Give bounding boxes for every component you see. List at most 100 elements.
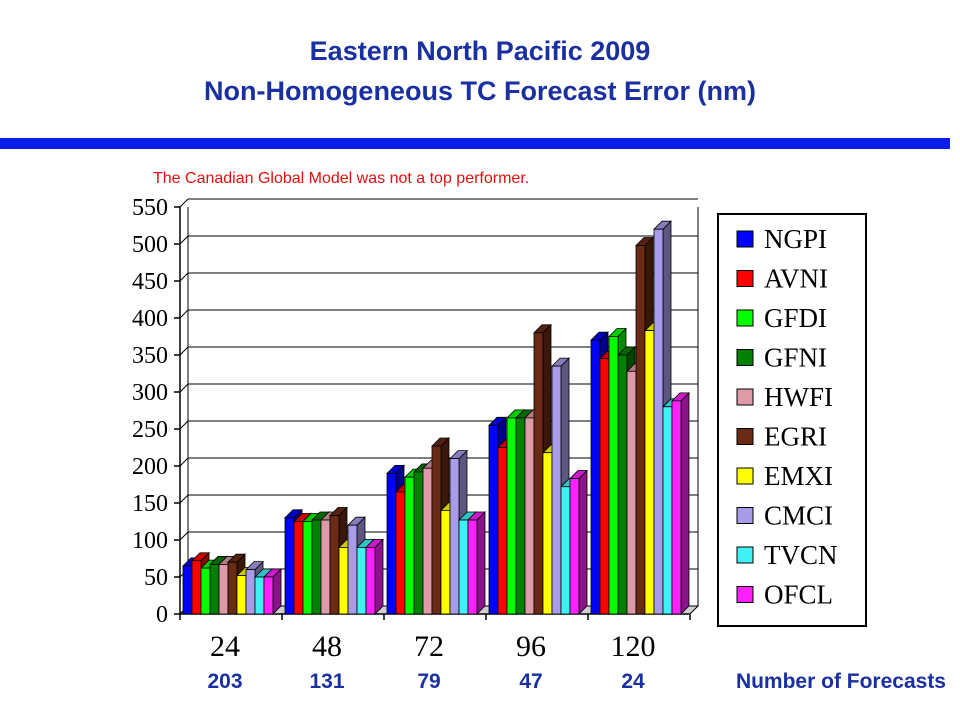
chart-subtitle: The Canadian Global Model was not a top …: [153, 170, 530, 187]
bar-front: [236, 575, 247, 615]
x-tick-label: 72: [414, 630, 444, 663]
bar-front: [245, 569, 256, 615]
gridline-depth: [179, 494, 189, 504]
bar-front: [284, 517, 295, 615]
gridline-depth: [179, 346, 189, 356]
legend-swatch-egri: [736, 428, 754, 445]
bar-front: [644, 330, 655, 615]
legend-swatch-gfdi: [736, 309, 754, 327]
bar-ofcl-96: [569, 469, 588, 615]
gridline-depth: [179, 420, 189, 430]
bar-front: [413, 471, 424, 615]
legend-swatch-cmci: [736, 507, 754, 524]
chart-title-line-1: Eastern North Pacific 2009: [309, 36, 651, 66]
legend-label-cmci: CMCI: [764, 501, 833, 531]
bar-front: [635, 245, 646, 615]
bar-front: [533, 332, 544, 615]
bar-front: [302, 521, 313, 615]
bar-ofcl-72: [467, 511, 486, 615]
bar-ofcl-120: [671, 391, 690, 615]
bar-front: [524, 417, 535, 615]
legend-swatch-ofcl: [736, 586, 754, 603]
bar-ofcl-24: [263, 568, 282, 615]
forecast-count-label: Number of Forecasts: [736, 670, 946, 693]
bar-front: [200, 567, 211, 615]
x-axis-ticks: 24 48 72 96 120: [210, 630, 656, 663]
legend: NGPI AVNI GFDI GFNI HWFI EGRI EMXI CMCI TVCN OFCL: [717, 213, 867, 627]
bar-front: [347, 524, 358, 615]
bar-front: [356, 547, 367, 615]
legend-label-gfdi: GFDI: [764, 303, 827, 333]
bar-side: [680, 391, 690, 615]
gridline-depth: [179, 531, 189, 541]
y-tick-label: 300: [132, 380, 168, 406]
gridline-depth: [179, 309, 189, 319]
x-tick-label: 48: [312, 630, 342, 663]
bar-front: [560, 486, 571, 615]
bar-front: [227, 561, 238, 615]
bar-side: [476, 511, 486, 615]
bar-front: [653, 228, 664, 615]
legend-swatch-hwfi: [736, 388, 754, 406]
bar-front: [515, 417, 526, 615]
bar-side: [578, 469, 588, 615]
bar-front: [506, 417, 517, 615]
forecast-count: 203: [207, 670, 242, 693]
bar-front: [449, 458, 460, 615]
gridline-depth: [179, 235, 189, 245]
bar-ofcl-48: [365, 538, 384, 615]
legend-label-ofcl: OFCL: [764, 580, 833, 610]
bar-front: [422, 467, 433, 615]
y-tick-label: 350: [132, 343, 168, 369]
bar-front: [263, 576, 274, 615]
chart-title-line-2: Non-Homogeneous TC Forecast Error (nm): [203, 76, 757, 106]
forecast-count: 131: [309, 670, 344, 693]
legend-label-avni: AVNI: [764, 264, 828, 294]
bar-front: [311, 519, 322, 615]
bar-front: [293, 521, 304, 615]
bar-front: [254, 576, 265, 615]
legend-label-tvcn: TVCN: [764, 540, 838, 570]
bar-front: [671, 400, 682, 615]
y-tick-label: 400: [132, 306, 168, 332]
bar-front: [599, 358, 610, 615]
gridline-depth: [179, 198, 189, 208]
bar-side: [374, 538, 384, 615]
bar-front: [467, 519, 478, 615]
y-tick-label: 550: [132, 195, 168, 221]
legend-label-emxi: EMXI: [764, 461, 833, 491]
legend-swatch-tvcn: [736, 546, 754, 564]
forecast-counts: 203 131 79 47 24 Number of Forecasts: [207, 670, 946, 693]
y-tick-label: 250: [132, 417, 168, 443]
y-tick-label: 100: [132, 528, 168, 554]
bar-front: [440, 509, 451, 615]
y-tick-label: 450: [132, 269, 168, 295]
bar-front: [191, 560, 202, 615]
bar-front: [218, 564, 229, 615]
y-tick-label: 0: [156, 602, 168, 628]
gridline-depth: [179, 272, 189, 282]
x-tick-label: 24: [210, 630, 240, 663]
bar-front: [542, 452, 553, 615]
y-tick-label: 200: [132, 454, 168, 480]
bar-front: [626, 370, 637, 615]
bar-front: [551, 365, 562, 615]
legend-label-hwfi: HWFI: [764, 382, 833, 412]
bar-front: [431, 445, 442, 615]
bar-front: [404, 476, 415, 615]
bar-front: [320, 519, 331, 615]
bar-front: [329, 515, 340, 615]
bar-front: [209, 564, 220, 615]
bar-front: [497, 447, 508, 615]
forecast-count: 79: [417, 670, 440, 693]
forecast-count: 47: [519, 670, 542, 693]
bar-front: [617, 354, 628, 615]
gridline-depth: [179, 457, 189, 467]
legend-swatch-ngpi: [736, 230, 754, 248]
y-tick-label: 50: [144, 565, 168, 591]
legend-label-egri: EGRI: [764, 422, 827, 452]
bar-front: [488, 424, 499, 615]
forecast-count: 24: [621, 670, 645, 693]
bar-front: [395, 491, 406, 615]
